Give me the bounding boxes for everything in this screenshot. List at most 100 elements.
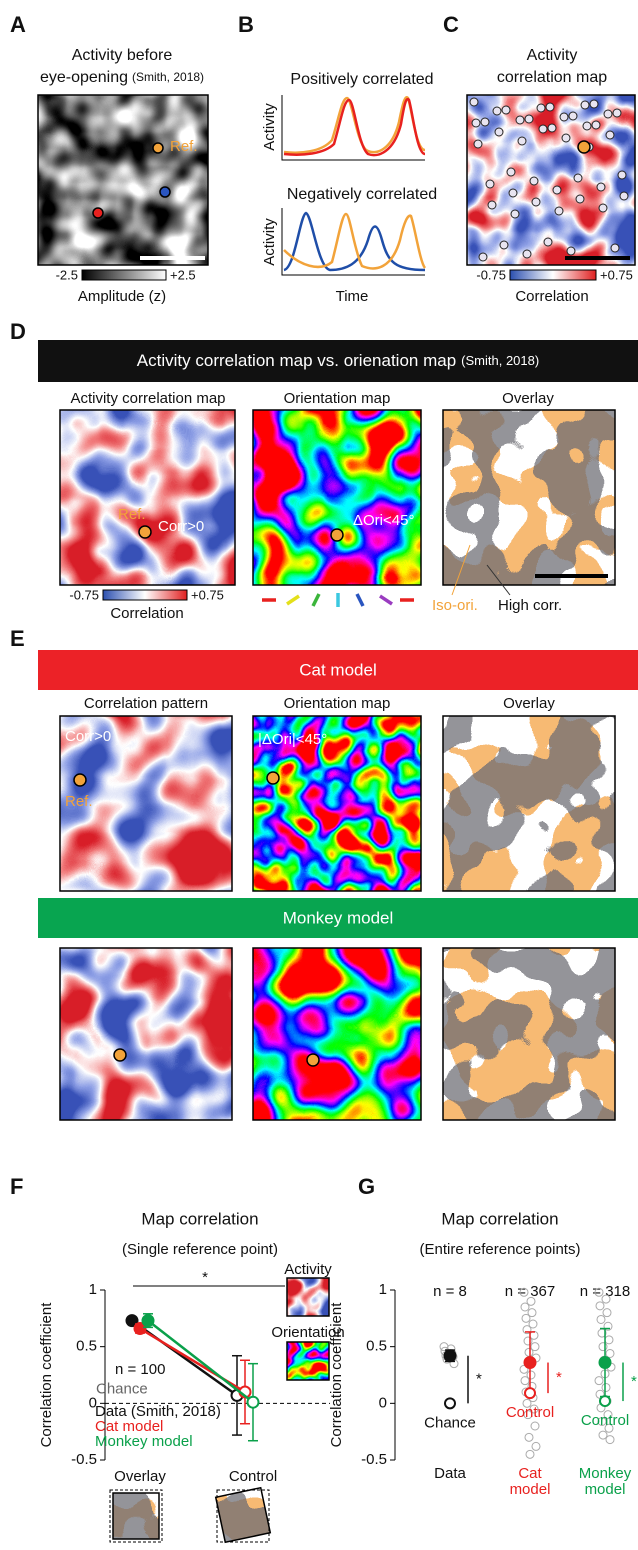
panel-letter: G: [358, 1174, 375, 1199]
sample-point: [603, 1309, 611, 1317]
cell: [599, 204, 607, 212]
annotation: High corr.: [498, 597, 562, 614]
panel-title: Activity before: [72, 47, 173, 64]
y-tick-label: 1: [89, 1281, 97, 1298]
panel-letter: D: [10, 319, 26, 344]
banner-title: Monkey model: [283, 908, 394, 927]
y-tick-label: 0.5: [366, 1338, 387, 1355]
y-tick-label: -0.5: [71, 1451, 97, 1468]
sample-point: [531, 1422, 539, 1430]
annotation: Corr>0: [65, 728, 111, 745]
y-axis-label: Correlation coefficient: [328, 1302, 345, 1448]
cell: [495, 128, 503, 136]
colorbar: [103, 590, 187, 600]
cell: [555, 207, 563, 215]
cell: [537, 104, 545, 112]
map-image: [287, 1342, 329, 1380]
cell: [530, 177, 538, 185]
map-image: [60, 948, 232, 1120]
cell: [481, 118, 489, 126]
panel-title: eye-opening(Smith, 2018): [40, 69, 204, 86]
citation: (Smith, 2018): [461, 353, 539, 368]
trace: [284, 99, 425, 155]
map-image: [38, 95, 208, 265]
cell: [479, 253, 487, 261]
x-tick-label: Monkey model: [576, 1466, 634, 1498]
y-tick-label: 0.5: [76, 1338, 97, 1355]
high-corr-region: [443, 716, 615, 891]
colorbar-min: -0.75: [476, 267, 506, 282]
sample-point: [532, 1442, 540, 1450]
cell: [518, 137, 526, 145]
figure: A Activity before eye-opening(Smith, 201…: [0, 0, 638, 1550]
cell: [597, 183, 605, 191]
sample-point: [606, 1349, 614, 1357]
map-image: [287, 1278, 329, 1316]
colorbar-min: -2.5: [56, 267, 78, 282]
cell: [470, 98, 478, 106]
cell: [592, 121, 600, 129]
y-tick-label: -0.5: [361, 1451, 387, 1468]
cell: [569, 112, 577, 120]
cell: [583, 122, 591, 130]
ori-bar: [357, 594, 363, 606]
chart-title: Map correlation: [441, 1209, 558, 1228]
cell: [574, 174, 582, 182]
panel-letter: C: [443, 12, 459, 37]
inset-label: Activity: [284, 1261, 332, 1278]
control-point: [525, 1388, 535, 1398]
colorbar: [510, 270, 596, 280]
sample-point: [522, 1314, 530, 1322]
sample-point: [595, 1377, 603, 1385]
panel-title: Positively correlated: [290, 71, 433, 88]
sample-point: [602, 1383, 610, 1391]
subtitle: Activity correlation map: [70, 390, 225, 407]
chart-title: Map correlation: [141, 1209, 258, 1228]
legend-entry: Monkey model: [95, 1433, 193, 1450]
chart-subtitle: (Single reference point): [122, 1241, 278, 1258]
banner-text: Activity correlation map vs. orienation …: [137, 351, 539, 370]
cell: [486, 180, 494, 188]
ref-dot: [93, 208, 103, 218]
y-tick-label: 1: [379, 1281, 387, 1298]
subtitle: Orientation map: [284, 390, 391, 407]
ref-dot: [578, 141, 590, 153]
control-point: [600, 1396, 610, 1406]
orientation-legend: [262, 593, 414, 607]
colorbar-label: Correlation: [515, 288, 588, 305]
cell: [493, 107, 501, 115]
cell: [523, 250, 531, 258]
ori-bar: [287, 596, 299, 604]
cell: [472, 119, 480, 127]
sample-point: [526, 1450, 534, 1458]
significance: *: [631, 1373, 637, 1390]
banner-title: Cat model: [299, 660, 376, 679]
cell: [507, 168, 515, 176]
sample-point: [521, 1377, 529, 1385]
colorbar-label: Amplitude (z): [78, 288, 166, 305]
sample-point: [521, 1303, 529, 1311]
x-tick-label: Cat model: [501, 1466, 559, 1498]
overlay-image: [216, 1488, 271, 1543]
page: A Activity before eye-opening(Smith, 201…: [0, 0, 638, 1550]
panel-title: Activity: [527, 47, 578, 64]
cell: [567, 247, 575, 255]
control-point: [445, 1398, 455, 1408]
overlay-image: [443, 948, 615, 1120]
cell: [539, 125, 547, 133]
chart-subtitle: (Entire reference points): [420, 1241, 581, 1258]
cell: [525, 115, 533, 123]
mean-point: [444, 1350, 456, 1362]
overlay-image: [443, 410, 615, 585]
subtitle: Orientation map: [284, 695, 391, 712]
significance: *: [476, 1371, 482, 1388]
sample-point: [599, 1431, 607, 1439]
ref-dot: [331, 529, 343, 541]
cell: [532, 198, 540, 206]
annotation: Corr>0: [158, 518, 204, 535]
n-label: n = 100: [115, 1361, 165, 1378]
point: [143, 1315, 154, 1326]
x-tick-label-box: Data: [410, 1466, 490, 1510]
cell: [562, 134, 570, 142]
axis-label: Activity: [261, 218, 278, 266]
